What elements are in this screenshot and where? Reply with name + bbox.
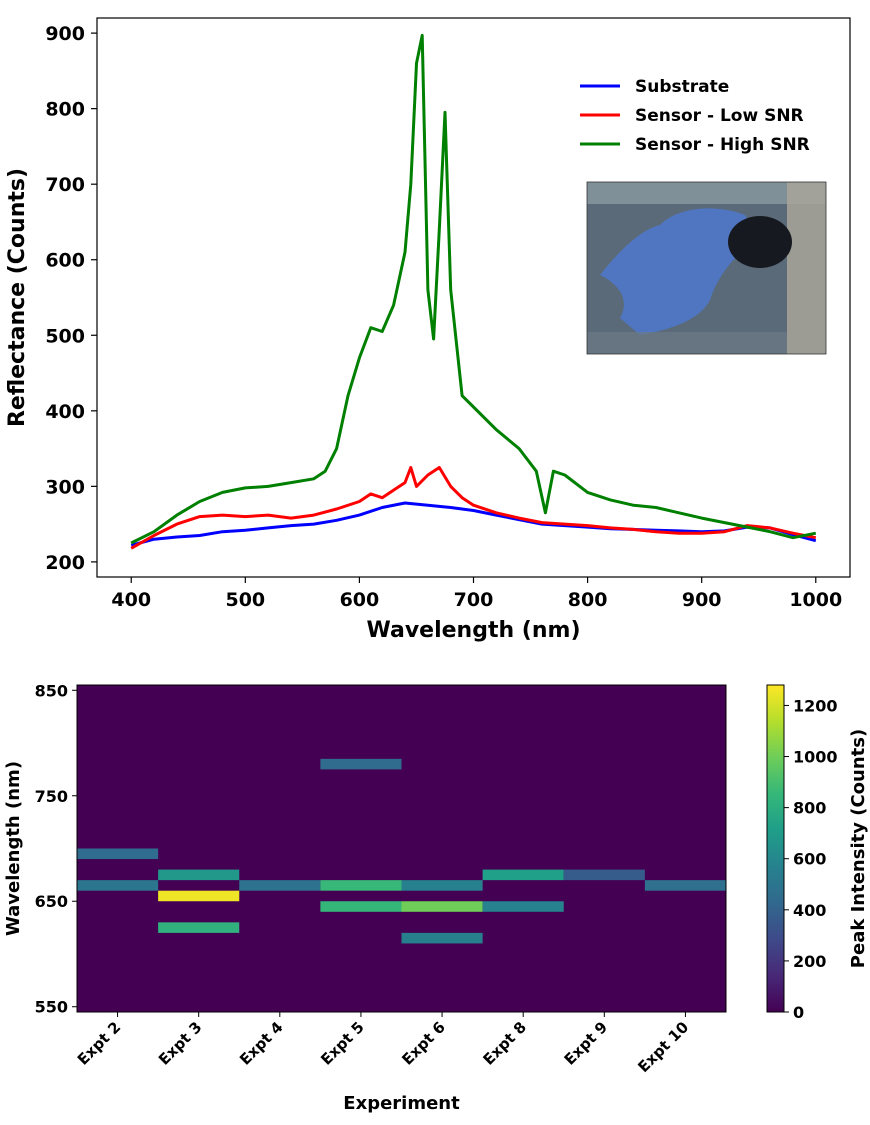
heatmap-y-label: 750	[35, 787, 68, 806]
heatmap-cell	[77, 848, 159, 860]
colorbar-tick-label: 1200	[793, 696, 838, 715]
heatmap-y-axis-label: Wavelength (nm)	[3, 761, 24, 936]
heatmap-y-label: 850	[35, 681, 68, 700]
x-tick-label: 500	[225, 589, 265, 611]
heatmap-frame	[76, 684, 727, 1013]
y-tick-label: 600	[45, 250, 85, 272]
heatmap-x-label: Expt 3	[155, 1018, 206, 1069]
heatmap-cell	[320, 880, 402, 891]
y-tick-label: 900	[45, 23, 85, 45]
heatmap-x-label: Expt 4	[236, 1018, 287, 1069]
y-tick-label: 800	[45, 99, 85, 121]
inset-dark-blob	[728, 216, 792, 268]
heatmap-x-axis-label: Experiment	[343, 1093, 460, 1114]
x-tick-label: 800	[568, 589, 608, 611]
heatmap-chart: Expt 2 Expt 3 Expt 4 Expt 5 Expt 6 Expt 8 Expt…	[3, 681, 869, 1114]
series-line-1	[130, 466, 817, 550]
inset-bottom-band	[587, 332, 787, 354]
inset-blue-region	[600, 208, 760, 335]
heatmap-cell	[320, 758, 402, 770]
colorbar	[766, 684, 785, 1013]
heatmap-cell	[158, 922, 240, 933]
heatmap-background	[77, 685, 726, 1012]
heatmap-y-label: 650	[35, 892, 68, 911]
colorbar-tick-label: 200	[793, 952, 826, 971]
heatmap-x-label: Expt 2	[74, 1018, 125, 1069]
colorbar-tick-label: 800	[793, 799, 826, 818]
x-tick-label: 900	[682, 589, 722, 611]
legend-label-2: Sensor - High SNR	[635, 135, 810, 155]
colorbar-tick-label: 0	[793, 1003, 804, 1022]
heatmap-cell	[644, 880, 726, 891]
series-line-2	[130, 33, 817, 545]
heatmap-cell	[158, 869, 240, 881]
x-tick-label: 700	[454, 589, 494, 611]
heatmap-x-label: Expt 8	[479, 1018, 530, 1069]
y-tick-label: 200	[45, 552, 85, 574]
y-axis-label: Reflectance (Counts)	[5, 168, 30, 427]
x-axis-label: Wavelength (nm)	[367, 618, 581, 643]
heatmap-cell	[320, 901, 402, 912]
heatmap-cell	[482, 869, 564, 881]
heatmap-cell	[239, 880, 321, 891]
heatmap-cell	[482, 901, 564, 912]
y-tick-label: 700	[45, 174, 85, 196]
y-tick-label: 500	[45, 325, 85, 347]
x-tick-label: 400	[111, 589, 151, 611]
heatmap-cell	[401, 880, 483, 891]
heatmap-cell	[77, 880, 159, 891]
inset-frame	[586, 181, 827, 355]
inset-top-band	[587, 182, 826, 204]
x-tick-label: 600	[340, 589, 380, 611]
x-tick-label: 1000	[789, 589, 842, 611]
heatmap-x-label: Expt 5	[317, 1018, 368, 1069]
inset-image	[586, 181, 827, 355]
heatmap-y-label: 550	[35, 998, 68, 1017]
legend-label-1: Sensor - Low SNR	[635, 106, 804, 126]
colorbar-tick-label: 400	[793, 901, 826, 920]
colorbar-tick-label: 600	[793, 850, 826, 869]
line-chart: 400 500 600 700 800 900 1000 200 300 400 500 600 700…	[5, 17, 851, 643]
heatmap-cell	[563, 869, 645, 881]
heatmap-x-label: Expt 6	[398, 1018, 449, 1069]
legend-label-0: Substrate	[635, 77, 729, 97]
colorbar-tick-label: 1000	[793, 748, 838, 767]
colorbar-label: Peak Intensity (Counts)	[848, 729, 869, 968]
y-tick-label: 400	[45, 401, 85, 423]
heatmap-x-label: Expt 10	[634, 1018, 692, 1076]
y-tick-label: 300	[45, 476, 85, 498]
inset-right-band	[787, 182, 826, 354]
series-line-0	[130, 501, 817, 547]
heatmap-cell	[401, 901, 483, 912]
heatmap-cell	[401, 932, 483, 944]
heatmap-x-label: Expt 9	[561, 1018, 612, 1069]
heatmap-cell	[158, 890, 240, 902]
